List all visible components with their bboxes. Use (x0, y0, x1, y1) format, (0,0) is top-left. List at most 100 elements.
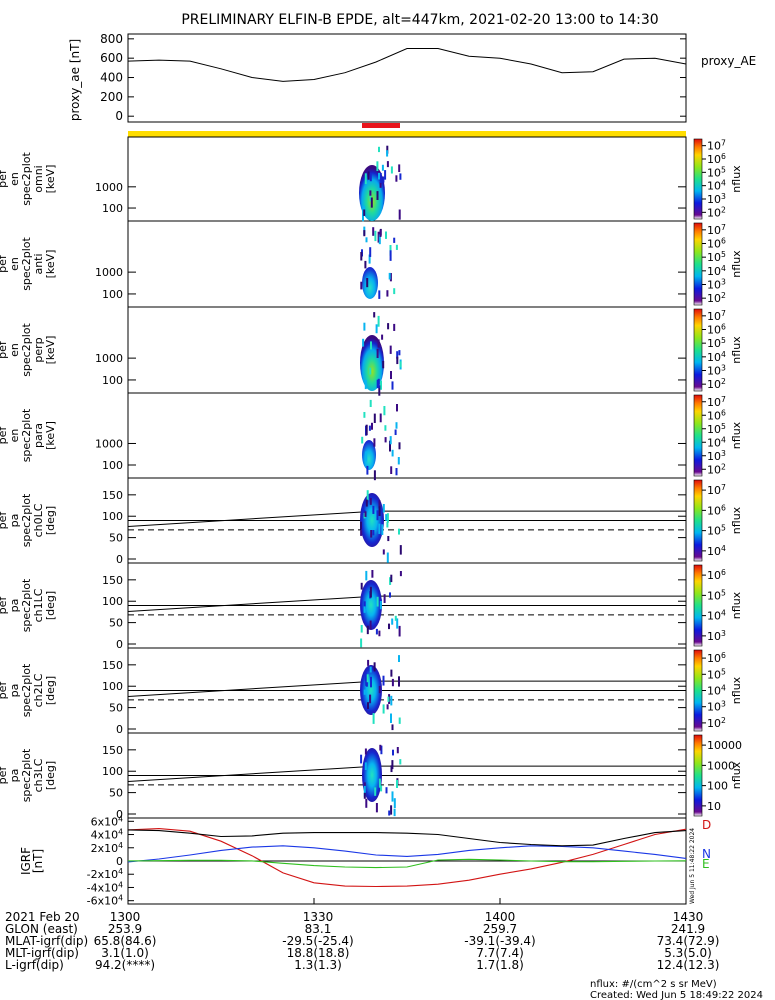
ytick-label: 150 (102, 659, 123, 672)
colorbar-zlabel-text: nflux (730, 506, 743, 534)
orbit-row-value: 241.9 (671, 922, 705, 936)
ylabel-igrf-line-2: [nT] (31, 849, 45, 873)
colorbar-tick-label: 104 (707, 435, 726, 449)
spectrogram-speckle (373, 438, 376, 447)
spectrogram-speckle (385, 787, 388, 794)
orbit-row-label: MLT-igrf(dip) (5, 946, 79, 960)
spectrogram-speckle (360, 638, 363, 648)
plot-title: PRELIMINARY ELFIN-B EPDE, alt=447km, 202… (181, 12, 658, 28)
spectrogram-blobs (359, 145, 402, 817)
ytick-label: 4x104 (91, 828, 124, 842)
footer-units: nflux: #/(cm^2 s sr MeV) (590, 979, 717, 990)
colorbar-gradient (693, 308, 703, 392)
panel-frame (127, 306, 687, 394)
spectrogram-speckle (360, 582, 363, 590)
spectrogram-speckle (396, 747, 399, 754)
ytick-label: 600 (100, 51, 123, 65)
footer-created: Created: Wed Jun 5 18:49:22 2024 (590, 990, 763, 1000)
colorbar-tick-label: 107 (707, 395, 726, 409)
ytick-label: 100 (102, 765, 123, 778)
spectrogram-speckle (387, 536, 390, 542)
spectrogram-speckle (388, 810, 391, 816)
spectrogram-speckle (397, 457, 400, 465)
colorbar-tick-label: 106 (707, 152, 726, 166)
spectrogram-speckle (379, 182, 382, 188)
panel-ylabel: elbpefenspec2plotperp[keV] (0, 323, 57, 377)
spectrogram-speckle (378, 500, 381, 509)
orbit-row-label: MLAT-igrf(dip) (5, 934, 88, 948)
spectrogram-speckle (378, 290, 381, 299)
spectrogram-speckle (365, 237, 368, 243)
colorbar-tick-label: 10000 (707, 739, 742, 752)
spectrogram-speckle (399, 571, 402, 577)
colorbar-zlabel: nflux (730, 676, 743, 704)
spectrogram-speckle (399, 361, 402, 368)
spectrogram-speckle (399, 759, 402, 765)
spectrogram-speckle (376, 510, 379, 521)
spectrogram-speckle (361, 436, 364, 444)
spectrogram-speckle (391, 724, 394, 731)
spectrogram-speckle (372, 227, 375, 236)
ytick-label: 50 (109, 702, 123, 715)
spectrogram-speckle (382, 360, 385, 369)
colorbar-zlabel: nflux (730, 421, 743, 449)
spectrogram-speckle (370, 341, 372, 350)
panel-ylabel-line: pa (8, 599, 21, 613)
spectrogram-speckle (372, 713, 375, 724)
spectrogram-speckle (380, 745, 383, 755)
orbit-row-value: 1300 (110, 910, 141, 924)
spectrogram-speckle (380, 380, 382, 390)
panel-ylabel-line: spec2plot (20, 152, 33, 206)
ytick-label: 1000 (95, 266, 123, 279)
spectrogram-speckle (369, 620, 372, 630)
colorbar-tick-label: 105 (707, 336, 726, 350)
panel-ylabel-line: spec2plot (20, 663, 33, 717)
spectrogram-speckle (382, 504, 385, 513)
spectrogram-speckle (386, 290, 389, 297)
ytick-label: 1000 (95, 352, 123, 365)
spectrogram-speckle (395, 468, 398, 476)
panel-spec2plot_para: 1001000elbpefenspec2plotpara[keV]1021031… (0, 392, 743, 479)
spectrogram-speckle (363, 601, 366, 609)
spectrogram-speckle (398, 528, 400, 535)
spectrogram-speckle (384, 170, 387, 180)
spectrogram-speckle (377, 231, 380, 243)
ytick-label: 200 (100, 90, 123, 104)
colorbar-tick-label: 1000 (707, 759, 735, 772)
ch1-blob (360, 580, 382, 630)
panel-ylabel-line: pef (0, 426, 9, 445)
colorbar-tick-label: 102 (707, 291, 726, 305)
colorbar-tick-label: 103 (707, 700, 726, 714)
spectrogram-speckle (398, 625, 401, 637)
spectrogram-speckle (384, 437, 387, 443)
panel-ylabel-line: ch2LC (32, 673, 45, 707)
panel-ylabel-line: omni (32, 165, 45, 192)
panel-ylabel-line: [deg] (44, 591, 57, 620)
spectrogram-speckle (365, 451, 368, 462)
anti-blob (362, 267, 378, 299)
spectrogram-speckle (378, 385, 381, 396)
ytick-label: 0 (116, 638, 123, 651)
spectrogram-speckle (399, 545, 402, 555)
panel-ylabel-line: spec2plot (20, 748, 33, 802)
spectrogram-speckle (363, 782, 366, 790)
spectrogram-speckle (363, 792, 366, 799)
panel-frame (127, 220, 687, 308)
spectrogram-speckle (391, 678, 394, 687)
spectrogram-speckle (378, 778, 381, 788)
orbit-row-value: 7.7(7.4) (476, 946, 524, 960)
colorbar-tick-label: 106 (707, 323, 726, 337)
spectrogram-speckle (396, 404, 398, 412)
spectrogram-speckle (389, 440, 391, 452)
ytick-label: 100 (102, 595, 123, 608)
colorbar-tick-label: 106 (707, 237, 726, 251)
colorbar-tick-label: 104 (707, 179, 726, 193)
spectrogram-speckle (388, 272, 391, 280)
spectrogram-speckle (360, 754, 363, 764)
spectrogram-speckle (393, 323, 396, 331)
colorbar-gradient (693, 734, 703, 817)
ytick-label: 2x104 (91, 841, 124, 855)
